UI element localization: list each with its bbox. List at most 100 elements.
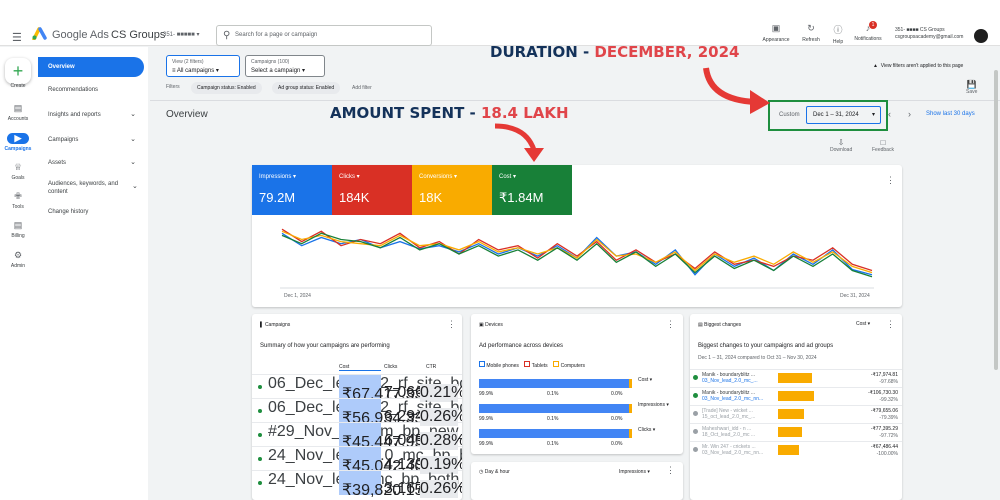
rail-item-campaigns[interactable]: ▶ Campaigns: [4, 133, 32, 152]
column-header-clicks[interactable]: Clicks: [384, 364, 398, 370]
change-name[interactable]: Manik - boundaryblitz ... 03_Nov_lead_2.0…: [702, 390, 772, 402]
campaign-name[interactable]: 24_Nov_lead_2.0_mc_bp_both_nto_display_a…: [268, 448, 462, 464]
notifications-button[interactable]: ♪ 1 Notifications: [848, 21, 888, 42]
status-dot: [693, 429, 698, 434]
status-dot: [258, 433, 262, 437]
table-row[interactable]: 24_Nov_lead_2.0_mc_bp_both_nto_display_a…: [252, 446, 462, 475]
column-header-cost[interactable]: Cost: [339, 364, 381, 371]
column-header-ctr[interactable]: CTR: [426, 364, 437, 370]
account-name[interactable]: CS Groups: [111, 29, 166, 41]
computer-bar[interactable]: [628, 429, 632, 438]
table-row[interactable]: #29_Nov_lead_m_bp_new_site_both_nto_disp…: [252, 422, 462, 451]
avatar[interactable]: [974, 29, 988, 43]
rail-item-accounts[interactable]: ▤ Accounts: [0, 103, 36, 122]
show-last-30-days-link[interactable]: Show last 30 days: [926, 111, 975, 117]
metric-tile-clicks[interactable]: Clicks ▾ 184K: [332, 165, 412, 215]
rail-item-goals[interactable]: ♕ Goals: [0, 162, 36, 181]
change-bar: [778, 427, 802, 437]
x-axis-start-label: Dec 1, 2024: [284, 293, 311, 299]
metric-tile-cost[interactable]: Cost ▾ ₹1.84M: [492, 165, 572, 215]
help-button[interactable]: ⓘ Help: [818, 23, 858, 45]
list-item[interactable]: Manik - boundaryblitz ... 03_Nov_lead_2.0…: [690, 387, 902, 404]
more-options-icon[interactable]: ⋮: [666, 319, 675, 329]
filter-chip[interactable]: Campaign status: Enabled: [191, 82, 262, 94]
menu-icon[interactable]: ☰: [12, 32, 22, 44]
campaign-name[interactable]: 06_Dec_lead_02_rf_site_both_nto_display_…: [268, 376, 462, 392]
day-hour-metric-selector[interactable]: Impressions ▾: [619, 469, 650, 475]
top-bar: ☰ Google Ads CS Groups 351- ■■■■■ ▾ ⚲ Se…: [0, 0, 1000, 46]
more-options-icon[interactable]: ⋮: [886, 319, 895, 329]
more-options-icon[interactable]: ⋮: [666, 465, 675, 475]
feedback-button[interactable]: □ Feedback: [872, 138, 894, 153]
view-selector[interactable]: View (2 filters) ≡ All campaigns ▾: [166, 55, 240, 77]
device-metric-selector[interactable]: Impressions ▾: [638, 402, 669, 408]
campaign-clicks: 7,066: [384, 384, 425, 401]
nav-item-assets[interactable]: Assets ⌄: [38, 153, 144, 173]
campaigns-card-subtitle: Summary of how your campaigns are perfor…: [260, 343, 390, 349]
chart-icon: ▤: [698, 322, 703, 328]
nav-item-audiences[interactable]: Audiences, keywords, and content: [48, 181, 119, 195]
change-name[interactable]: Manik - boundaryblitz ... 03_Nov_lead_2.0…: [702, 372, 772, 384]
account-id[interactable]: 351- ■■■■■ ▾: [163, 32, 200, 38]
nav-item-insights[interactable]: Insights and reports ⌄: [38, 105, 144, 125]
left-rail: [0, 47, 36, 500]
metric-tile-impressions[interactable]: Impressions ▾ 79.2M: [252, 165, 332, 215]
change-name[interactable]: Mr. Win 247 - crickets ... 03_Nov_lead_2.…: [702, 444, 772, 456]
change-name[interactable]: Maheshwari_idd - n ... 18_Oct_lead_2.0_mc…: [702, 426, 772, 438]
refresh-button[interactable]: ↻ Refresh: [791, 23, 831, 43]
more-options-icon[interactable]: ⋮: [886, 175, 895, 185]
scrollbar[interactable]: [994, 70, 998, 370]
list-item[interactable]: Maheshwari_idd - n ... 18_Oct_lead_2.0_mc…: [690, 423, 902, 440]
campaign-name[interactable]: #29_Nov_lead_m_bp_new_site_both_nto_disp…: [268, 424, 462, 440]
status-dot: [258, 385, 262, 389]
campaign-ctr: 0.26%: [420, 480, 462, 498]
computer-bar[interactable]: [628, 404, 632, 413]
create-button[interactable]: +: [5, 58, 31, 84]
rail-item-tools[interactable]: ✙ Tools: [0, 191, 36, 210]
prev-period-icon[interactable]: ‹: [888, 109, 891, 119]
list-item[interactable]: Mr. Win 247 - crickets ... 03_Nov_lead_2.…: [690, 441, 902, 458]
save-button[interactable]: 💾 Save: [966, 80, 978, 95]
computer-bar[interactable]: [628, 379, 632, 388]
search-input[interactable]: ⚲ Search for a page or campaign: [216, 25, 432, 46]
rail-item-admin[interactable]: ⚙ Admin: [0, 250, 36, 269]
user-account[interactable]: 351- ■■■■ CS Groups csgroupsacademy@gmai…: [895, 27, 964, 40]
change-campaign: Manik - boundaryblitz ...: [702, 372, 756, 378]
change-bar: [778, 391, 814, 401]
filter-notice: ▲ View filters aren't applied to this pa…: [873, 63, 964, 69]
change-campaign: Maheshwari_idd - n ...: [702, 426, 752, 432]
day-hour-card-title: ◷ Day & hour: [479, 469, 510, 475]
list-item[interactable]: Manik - boundaryblitz ... 03_Nov_lead_2.0…: [690, 369, 902, 386]
nav-item-change-history[interactable]: Change history: [48, 209, 89, 215]
rail-item-billing[interactable]: ▤ Billing: [0, 220, 36, 239]
filter-chip[interactable]: Ad group status: Enabled: [272, 82, 341, 94]
device-metric-selector[interactable]: Cost ▾: [638, 377, 653, 383]
list-item[interactable]: [Trade] New - wicket ... 15_oct_lead_2.0_…: [690, 405, 902, 422]
mobile-bar[interactable]: [479, 429, 629, 438]
feedback-icon: □: [880, 138, 886, 147]
add-filter-button[interactable]: Add filter: [352, 85, 372, 91]
changes-metric-selector[interactable]: Cost ▾: [856, 321, 871, 327]
campaign-name[interactable]: 06_Dec_lead_02_rf_site_both_nto_display_…: [268, 400, 462, 416]
metric-tile-conversions[interactable]: Conversions ▾ 18K: [412, 165, 492, 215]
change-ad-group: 03_Nov_lead_2.0_mc_...: [702, 378, 758, 384]
campaign-selector[interactable]: Campaigns (100) Select a campaign ▾: [245, 55, 325, 77]
change-name[interactable]: [Trade] New - wicket ... 15_oct_lead_2.0_…: [702, 408, 772, 420]
table-row[interactable]: 06_Dec_lead_02_rf_site_both_nto_display_…: [252, 374, 462, 403]
more-options-icon[interactable]: ⋮: [447, 319, 456, 329]
date-range-selector[interactable]: Dec 1 – 31, 2024 ▾: [806, 106, 881, 124]
table-row[interactable]: 24_Nov_lead_mc_bp_both_nto_dispaly_ads₹3…: [252, 470, 462, 499]
nav-item-overview[interactable]: Overview: [38, 57, 144, 77]
appearance-button[interactable]: ▣ Appearance: [756, 23, 796, 43]
mobile-bar[interactable]: [479, 404, 629, 413]
mobile-bar[interactable]: [479, 379, 629, 388]
download-button[interactable]: ⇩ Download: [830, 138, 853, 153]
campaign-name[interactable]: 24_Nov_lead_mc_bp_both_nto_dispaly_ads: [268, 472, 462, 488]
next-period-icon[interactable]: ›: [908, 109, 911, 119]
day-hour-card: ◷ Day & hour Impressions ▾ ⋮: [471, 462, 683, 500]
warning-icon: ▲: [873, 63, 878, 69]
nav-item-recommendations[interactable]: Recommendations: [48, 87, 99, 93]
device-metric-selector[interactable]: Clicks ▾: [638, 427, 656, 433]
table-row[interactable]: 06_Dec_lead_02_rf_site_both_nto_display_…: [252, 398, 462, 427]
nav-item-campaigns[interactable]: Campaigns ⌄: [38, 130, 144, 150]
